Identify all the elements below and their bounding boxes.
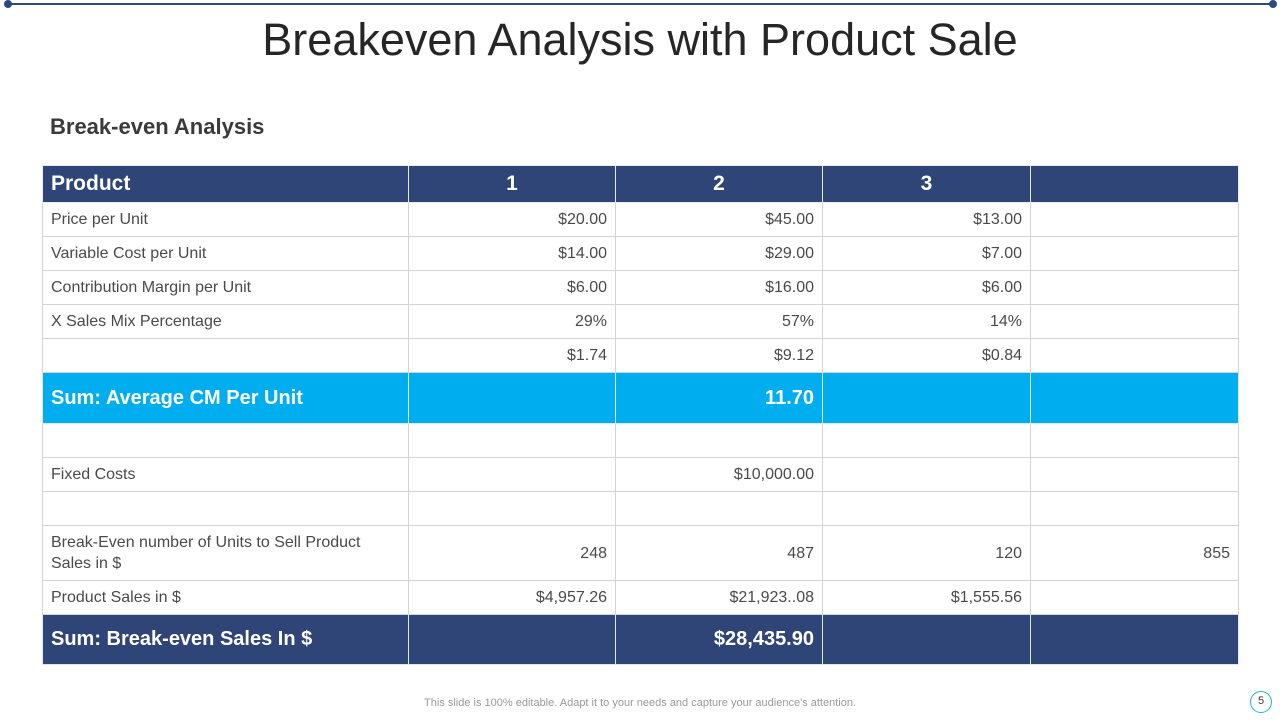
table-cell [1030,270,1239,305]
table-cell: $0.84 [822,338,1031,373]
header-cell-3: 3 [822,165,1031,203]
product-sales-row: Product Sales in $ $4,957.26 $21,923..08… [42,580,1239,615]
table-cell [822,457,1031,492]
breakeven-sales-value: $28,435.90 [615,614,823,665]
table-row: X Sales Mix Percentage 29% 57% 14% [42,304,1239,339]
table-cell: $7.00 [822,236,1031,271]
fixed-costs-row: Fixed Costs $10,000.00 [42,457,1239,492]
empty-row [42,423,1239,458]
table-row: Variable Cost per Unit $14.00 $29.00 $7.… [42,236,1239,271]
table-cell: 855 [1030,525,1239,581]
table-cell [408,372,616,424]
table-cell: 487 [615,525,823,581]
table-cell: $13.00 [822,202,1031,237]
header-cell-4 [1030,165,1239,203]
table-cell [1030,202,1239,237]
breakeven-units-label: Break-Even number of Units to Sell Produ… [42,525,409,581]
table-cell [408,457,616,492]
table-cell [1030,580,1239,615]
row-label [42,338,409,373]
top-rule-line [8,3,1274,5]
table-cell [615,423,823,458]
table-cell [408,491,616,526]
average-cm-value: 11.70 [615,372,823,424]
table-cell [1030,423,1239,458]
table-cell: 57% [615,304,823,339]
table-cell [408,423,616,458]
fixed-costs-value: $10,000.00 [615,457,823,492]
table-cell [1030,304,1239,339]
slide-title: Breakeven Analysis with Product Sale [262,14,1018,65]
table-cell: $4,957.26 [408,580,616,615]
product-sales-label: Product Sales in $ [42,580,409,615]
table-cell [42,423,409,458]
table-cell [615,491,823,526]
table-cell [1030,457,1239,492]
table-row: Price per Unit $20.00 $45.00 $13.00 [42,202,1239,237]
breakeven-sales-label: Sum: Break-even Sales In $ [42,614,409,665]
table-cell [822,614,1031,665]
top-rule-right-dot [1269,0,1277,8]
table-header-row: Product 1 2 3 [42,165,1239,203]
table-cell [822,372,1031,424]
top-rule-left-dot [4,0,12,8]
header-cell-2: 2 [615,165,823,203]
table-cell: $21,923..08 [615,580,823,615]
table-cell: $20.00 [408,202,616,237]
fixed-costs-label: Fixed Costs [42,457,409,492]
footer-note: This slide is 100% editable. Adapt it to… [424,697,856,709]
header-cell-1: 1 [408,165,616,203]
average-cm-row: Sum: Average CM Per Unit 11.70 [42,372,1239,424]
table-cell: 14% [822,304,1031,339]
table-cell: $6.00 [822,270,1031,305]
breakeven-units-row: Break-Even number of Units to Sell Produ… [42,525,1239,581]
table-cell [42,491,409,526]
table-cell: 120 [822,525,1031,581]
table-cell [1030,372,1239,424]
table-cell [1030,338,1239,373]
table-cell: $14.00 [408,236,616,271]
row-label: Price per Unit [42,202,409,237]
table-cell [408,614,616,665]
table-cell [1030,491,1239,526]
average-cm-label: Sum: Average CM Per Unit [42,372,409,424]
table-cell [822,423,1031,458]
table-cell: $45.00 [615,202,823,237]
table-cell: $1.74 [408,338,616,373]
table-cell: $6.00 [408,270,616,305]
breakeven-table: Product 1 2 3 Price per Unit $20.00 $45.… [42,165,1239,665]
table-cell: $29.00 [615,236,823,271]
section-subtitle: Break-even Analysis [50,114,265,139]
table-cell: 248 [408,525,616,581]
table-cell [822,491,1031,526]
row-label: Contribution Margin per Unit [42,270,409,305]
header-cell-product: Product [42,165,409,203]
breakeven-sales-row: Sum: Break-even Sales In $ $28,435.90 [42,614,1239,665]
row-label: X Sales Mix Percentage [42,304,409,339]
empty-row [42,491,1239,526]
table-cell: $16.00 [615,270,823,305]
table-cell [1030,236,1239,271]
table-cell: $1,555.56 [822,580,1031,615]
row-label: Variable Cost per Unit [42,236,409,271]
table-cell [1030,614,1239,665]
page-number-badge: 5 [1250,691,1272,713]
table-cell: $9.12 [615,338,823,373]
table-row: Contribution Margin per Unit $6.00 $16.0… [42,270,1239,305]
table-row: $1.74 $9.12 $0.84 [42,338,1239,373]
table-cell: 29% [408,304,616,339]
